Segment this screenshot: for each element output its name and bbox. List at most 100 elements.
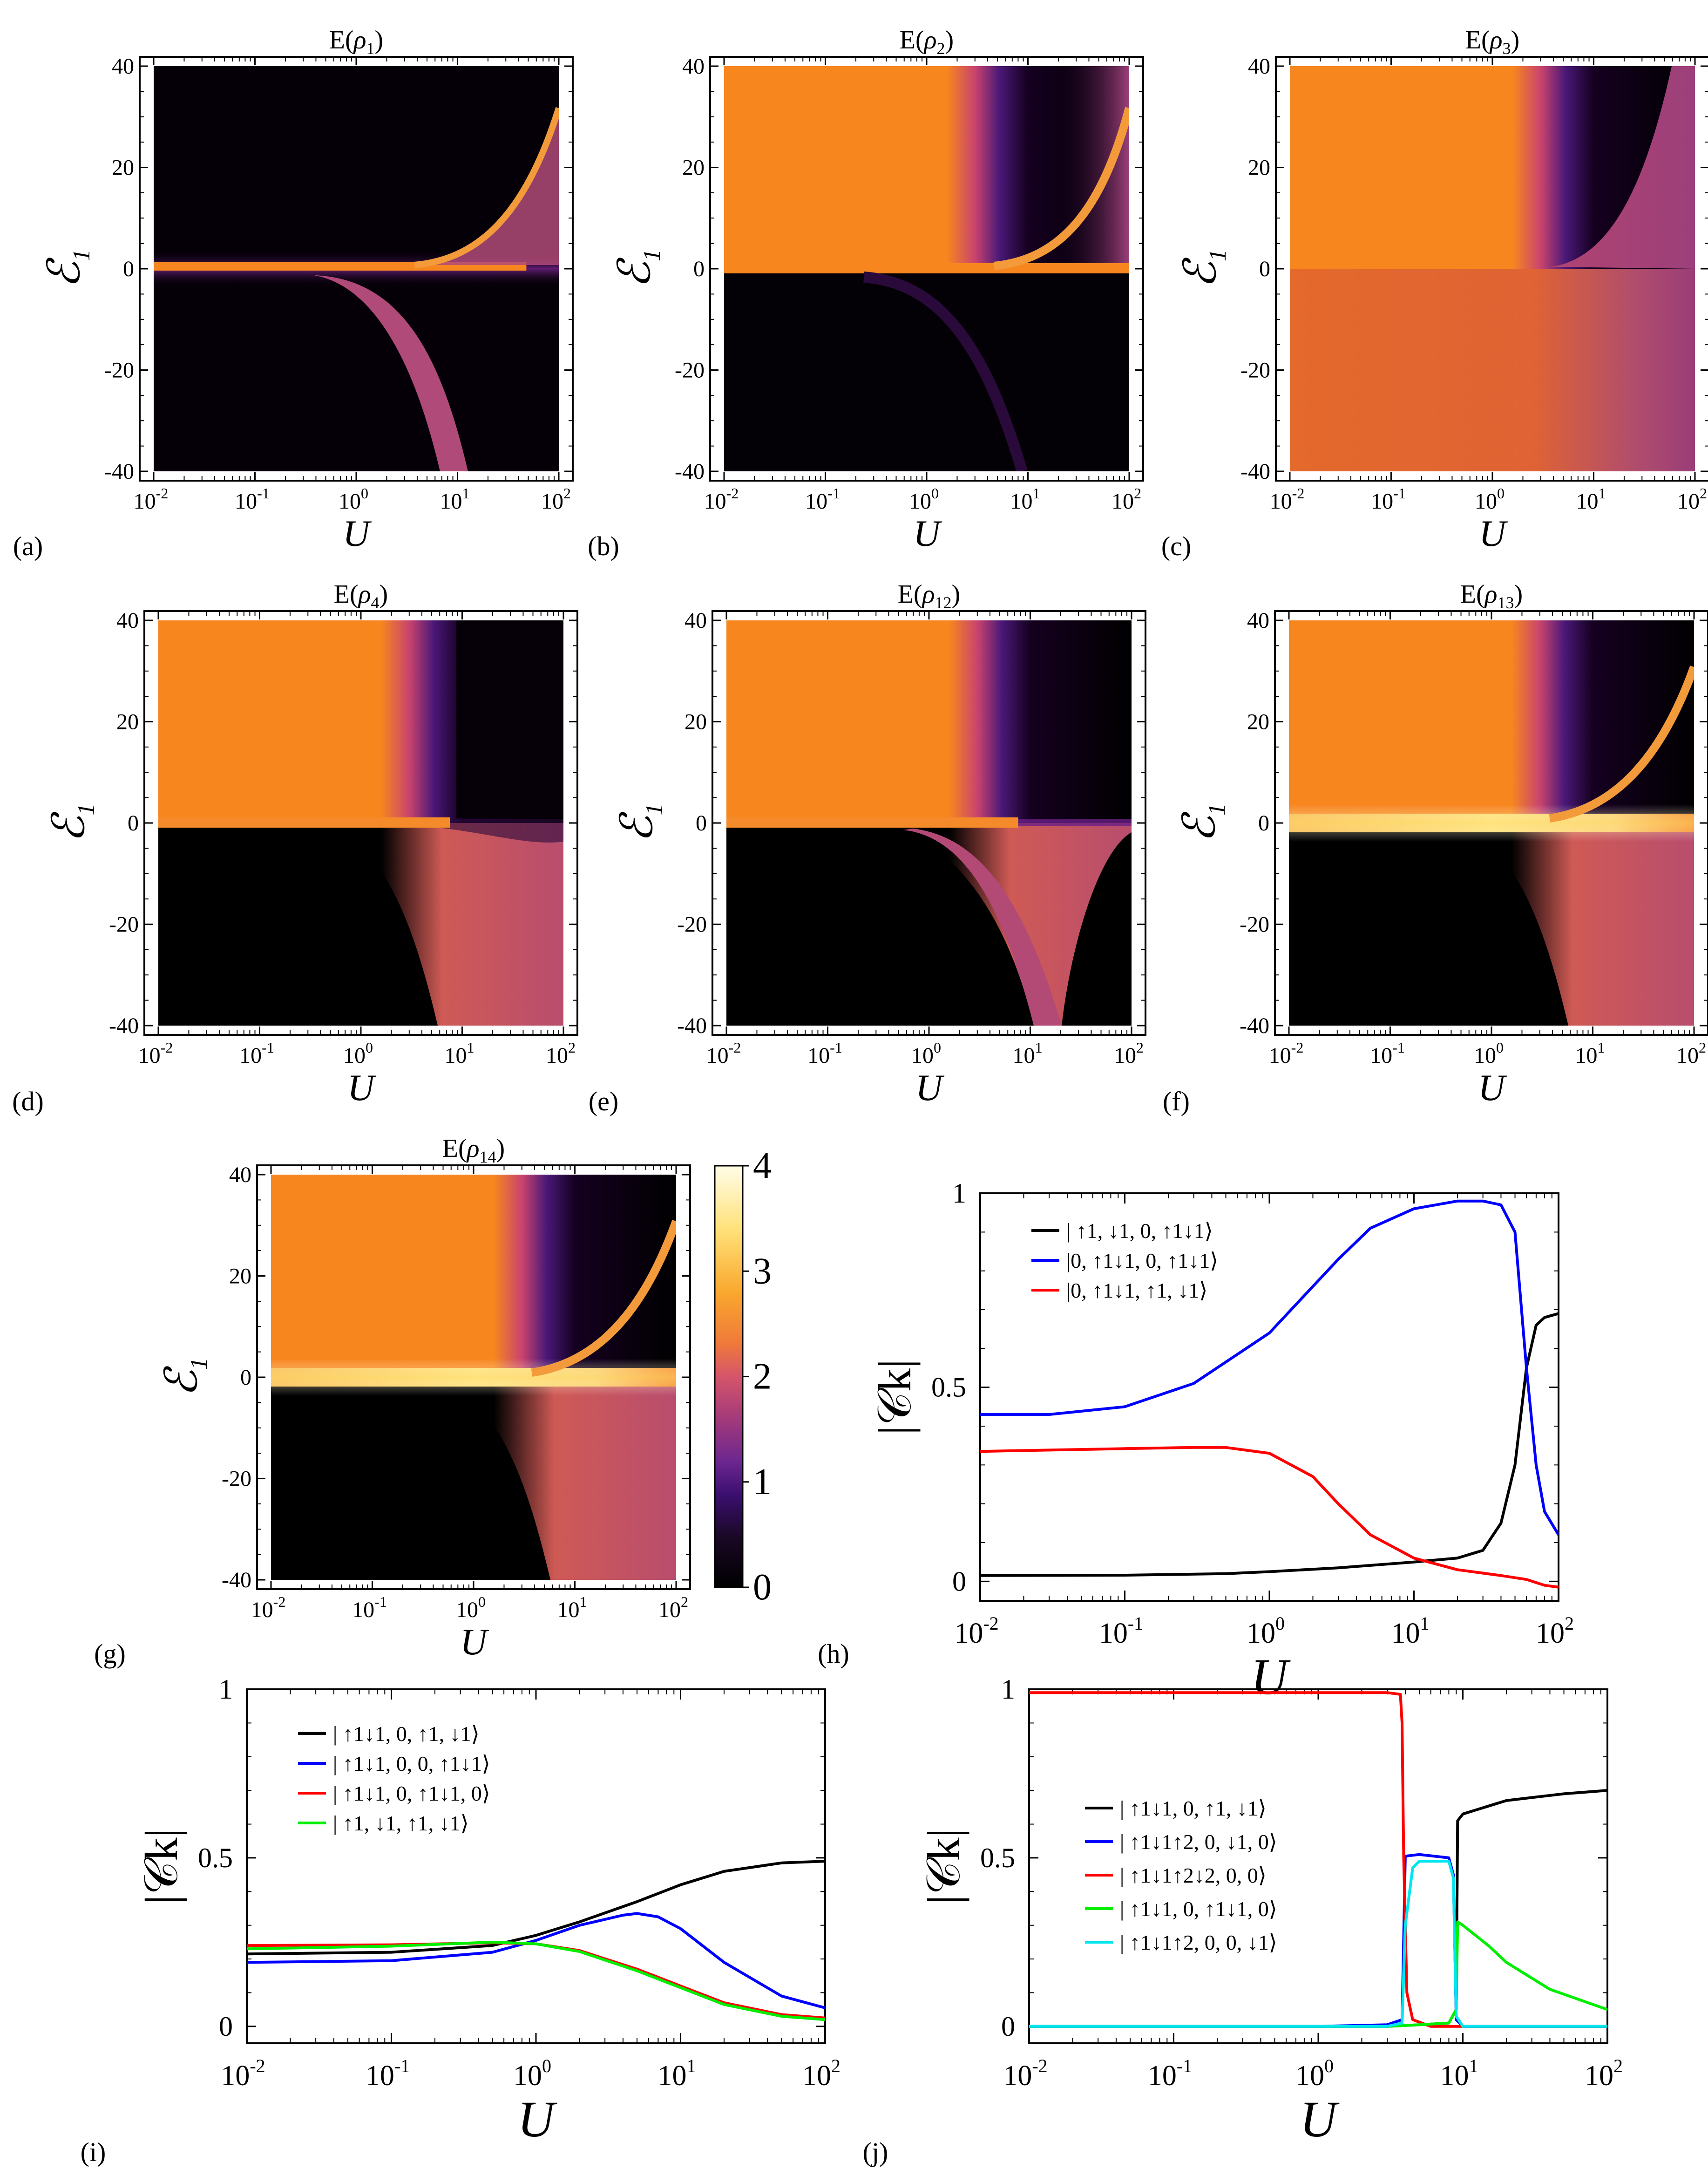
y-axis-label: ℰ1	[1174, 803, 1230, 843]
x-tick-label: 10-2	[251, 1593, 286, 1622]
y-tick-label: 0	[1258, 811, 1269, 836]
x-axis-label: U	[460, 1622, 489, 1663]
x-tick-label: 102	[1114, 1039, 1144, 1068]
x-tick-label: 100	[339, 485, 368, 514]
y-tick-label: 20	[1247, 710, 1269, 734]
y-tick-label: 1	[219, 1674, 233, 1705]
y-tick-label: -40	[675, 459, 705, 484]
x-tick-label: 10-2	[704, 485, 739, 514]
x-tick-label: 101	[1576, 485, 1606, 514]
y-tick-label: 0.5	[931, 1372, 966, 1403]
y-tick-label: -20	[677, 912, 707, 937]
x-tick-label: 10-2	[1003, 2055, 1047, 2092]
legend-entry: | ↑1↓1, 0, ↑1↓1, 0⟩	[1120, 1897, 1277, 1921]
x-tick-label: 10-2	[221, 2055, 265, 2092]
x-axis-label: U	[347, 1068, 377, 1108]
y-tick-label: 40	[116, 608, 139, 633]
series-line	[247, 1912, 825, 2009]
legend: | ↑1↓1, 0, ↑1, ↓1⟩ | ↑1↓1↑2, 0, ↓1, 0⟩ | ↑…	[1085, 1796, 1277, 1954]
x-tick-label: 10-1	[1370, 1039, 1405, 1068]
y-axis-label: ℰ1	[44, 803, 100, 843]
series-line	[247, 1940, 825, 2021]
heatmap-image	[724, 66, 1129, 471]
legend-entry: | ↑1, ↓1, ↑1, ↓1⟩	[333, 1811, 469, 1835]
series-line	[1029, 1853, 1607, 2028]
legend-entry: | ↑1↓1, 0, ↑1↓1, 0⟩	[333, 1782, 490, 1805]
legend-entry: | ↑1↓1, 0, ↑1, ↓1⟩	[333, 1722, 480, 1746]
y-tick-label: -20	[1240, 912, 1269, 937]
panel-label: (d)	[12, 1086, 44, 1116]
x-axis-label: U	[915, 1068, 945, 1108]
heatmap-image	[1289, 620, 1694, 1026]
x-tick-label: 101	[1440, 2055, 1478, 2092]
legend-entry: | ↑1, ↓1, 0, ↑1↓1⟩	[1066, 1219, 1213, 1243]
panel-label: (g)	[94, 1639, 126, 1669]
x-tick-label: 100	[909, 485, 939, 514]
x-tick-label: 100	[911, 1039, 941, 1068]
panel-title: E(ρ13)	[1460, 580, 1523, 612]
series-line	[1029, 1920, 1607, 2028]
y-tick-label: -20	[104, 358, 134, 383]
y-tick-label: 0.5	[198, 1843, 233, 1873]
y-tick-label: -40	[1240, 459, 1270, 484]
y-tick-label: 20	[682, 156, 705, 180]
plot-frame	[1028, 1688, 1608, 2044]
legend-entry: | ↑1↓1↑2, 0, ↓1, 0⟩	[1120, 1830, 1277, 1854]
x-axis-label: U	[1478, 1068, 1507, 1108]
x-tick-label: 10-2	[954, 1613, 998, 1649]
x-tick-label: 100	[1247, 1613, 1285, 1649]
y-tick-label: 20	[116, 710, 139, 734]
colorbar-tick-label: 4	[753, 1145, 772, 1186]
x-axis-label: U	[1251, 1648, 1291, 1705]
x-tick-label: 10-1	[807, 1039, 842, 1068]
y-tick-label: 20	[112, 156, 134, 180]
x-tick-label: 101	[557, 1593, 587, 1622]
y-tick-label: 40	[229, 1163, 251, 1187]
x-tick-label: 102	[658, 1593, 688, 1622]
x-tick-label: 100	[343, 1039, 373, 1068]
y-axis-label: ℰ1	[39, 249, 95, 288]
y-axis-label: ℰ1	[156, 1358, 212, 1397]
y-tick-label: -20	[109, 912, 139, 937]
y-tick-label: 0.5	[980, 1843, 1015, 1873]
legend-entry: | ↑1↓1, 0, ↑1, ↓1⟩	[1120, 1796, 1267, 1820]
panel-label: (b)	[588, 531, 619, 561]
x-tick-label: 10-2	[1269, 1039, 1304, 1068]
x-tick-label: 101	[658, 2055, 696, 2092]
x-axis-label: U	[517, 2091, 557, 2148]
y-tick-label: 0	[219, 2011, 233, 2042]
x-tick-label: 10-1	[366, 2055, 410, 2092]
x-tick-label: 10-2	[134, 485, 169, 514]
panel-title: E(ρ1)	[329, 26, 383, 58]
y-tick-label: -40	[109, 1013, 139, 1038]
line-panel: 1 0.5 0 10-2 10-1 100 101 102 | ↑1↓1, 0, ↑1, ↓1⟩…	[81, 1674, 840, 2167]
y-tick-label: -40	[222, 1568, 251, 1592]
x-tick-label: 10-1	[352, 1593, 387, 1622]
series-line	[1029, 1860, 1607, 2028]
x-tick-label: 10-2	[1270, 485, 1305, 514]
y-tick-label: 20	[685, 710, 707, 734]
y-tick-label: 0	[123, 257, 134, 281]
y-tick-label: 0	[693, 257, 705, 281]
colorbar-tick-label: 1	[753, 1462, 772, 1503]
series-line	[1029, 1789, 1607, 2028]
legend-entry: | ↑1↓1, 0, 0, ↑1↓1⟩	[333, 1752, 490, 1775]
y-tick-label: -40	[1240, 1013, 1269, 1038]
heatmap-image	[158, 620, 563, 1026]
x-tick-label: 10-2	[138, 1039, 173, 1068]
line-panel: 1 0.5 0 10-2 10-1 100 101 102 | ↑1↓1, 0, ↑1, ↓1⟩…	[863, 1674, 1623, 2167]
x-tick-label: 10-1	[239, 1039, 274, 1068]
y-tick-label: 0	[696, 811, 707, 836]
y-tick-label: 40	[112, 54, 134, 79]
y-tick-label: 20	[229, 1264, 251, 1289]
series-group	[247, 1860, 825, 2021]
panel-label: (c)	[1161, 531, 1191, 561]
y-axis-label: |𝒞k|	[918, 1829, 969, 1904]
legend-entry: |0, ↑1↓1, ↑1, ↓1⟩	[1066, 1278, 1207, 1302]
panel-title: E(ρ4)	[334, 580, 388, 612]
heatmap-image	[271, 1175, 676, 1580]
x-axis-label: U	[1300, 2091, 1340, 2148]
